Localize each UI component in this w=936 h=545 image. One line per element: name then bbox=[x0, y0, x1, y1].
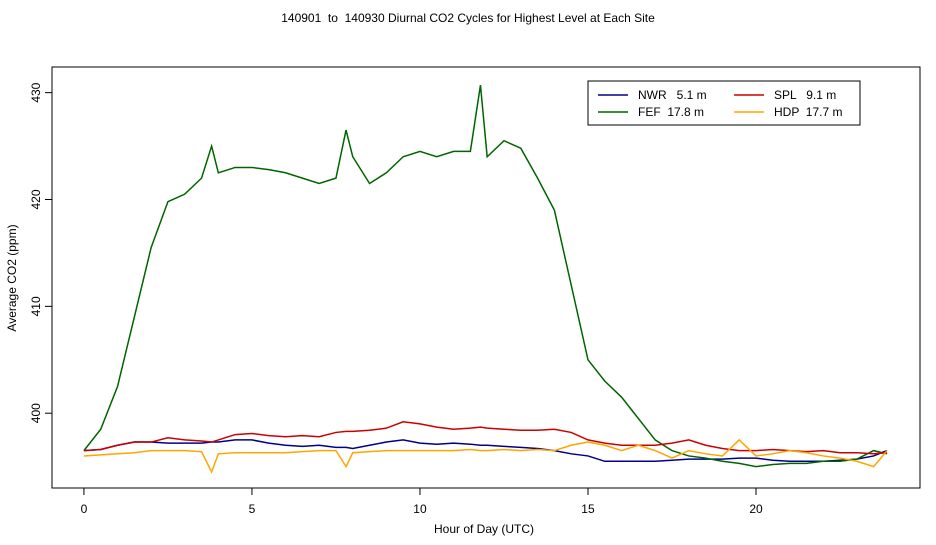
legend-box bbox=[587, 80, 861, 126]
legend-label: FEF 17.8 m bbox=[638, 105, 704, 119]
chart-title: 140901 to 140930 Diurnal CO2 Cycles for … bbox=[281, 11, 655, 25]
y-axis-label: Average CO2 (ppm) bbox=[5, 224, 19, 331]
series-line bbox=[83, 85, 888, 468]
series-line bbox=[83, 439, 888, 463]
x-tick-label: 0 bbox=[81, 502, 88, 516]
legend-label: HDP 17.7 m bbox=[774, 105, 842, 119]
legend-label: NWR 5.1 m bbox=[638, 88, 707, 102]
x-axis-label: Hour of Day (UTC) bbox=[434, 522, 534, 536]
x-tick-label: 5 bbox=[249, 502, 256, 516]
series-line bbox=[83, 438, 888, 474]
y-tick-label: 420 bbox=[29, 189, 43, 209]
legend-label: SPL 9.1 m bbox=[774, 88, 836, 102]
plot-frame bbox=[51, 66, 921, 489]
y-tick-label: 410 bbox=[29, 296, 43, 316]
x-tick-label: 10 bbox=[413, 502, 427, 516]
x-tick-label: 15 bbox=[581, 502, 595, 516]
y-tick-label: 400 bbox=[29, 403, 43, 423]
x-tick-label: 20 bbox=[749, 502, 763, 516]
series-line bbox=[83, 420, 888, 455]
y-tick-label: 430 bbox=[29, 82, 43, 102]
